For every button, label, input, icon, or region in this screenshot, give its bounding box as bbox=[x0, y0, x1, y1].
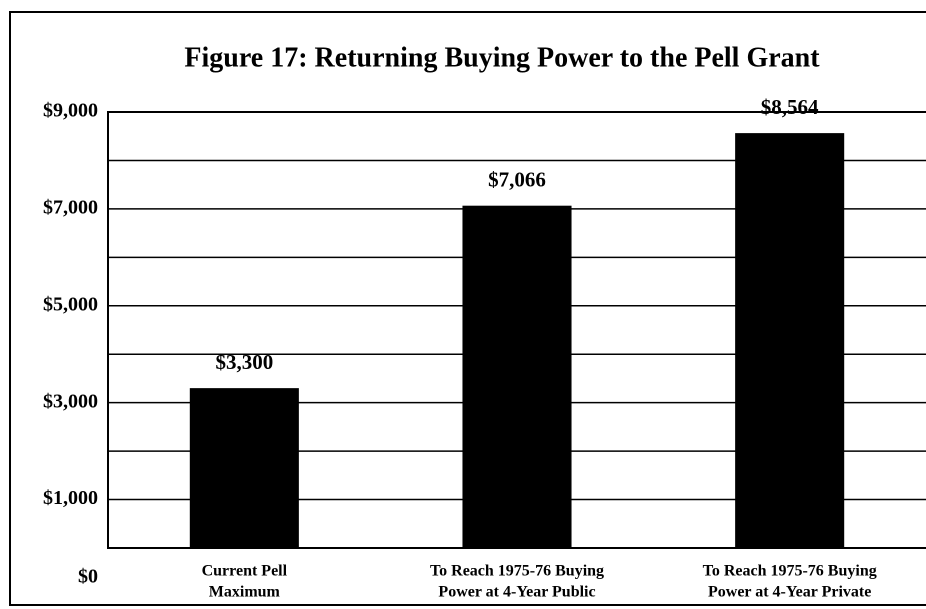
x-tick-label: Current Pell bbox=[202, 563, 288, 580]
x-tick-label: To Reach 1975-76 Buying bbox=[430, 563, 604, 580]
value-label: $8,564 bbox=[761, 95, 819, 119]
y-tick-label: $3,000 bbox=[43, 390, 98, 412]
chart-title: Figure 17: Returning Buying Power to the… bbox=[184, 42, 820, 73]
x-tick-label: Power at 4-Year Public bbox=[438, 584, 595, 601]
value-label: $7,066 bbox=[488, 168, 546, 192]
bar bbox=[189, 388, 299, 548]
x-tick-label: Power at 4-Year Private bbox=[708, 584, 871, 601]
y-tick-label: $9,000 bbox=[43, 100, 98, 122]
y-tick-label: $7,000 bbox=[43, 196, 98, 218]
x-tick-label: Maximum bbox=[209, 584, 281, 601]
value-label: $3,300 bbox=[215, 350, 273, 374]
frame bbox=[9, 11, 926, 606]
bar bbox=[462, 205, 572, 548]
y-tick-label: $1,000 bbox=[43, 487, 98, 509]
bar bbox=[735, 133, 845, 549]
y-tick-label: $5,000 bbox=[43, 293, 98, 315]
y-tick-label: $0 bbox=[78, 566, 98, 588]
x-tick-label: To Reach 1975-76 Buying bbox=[703, 563, 877, 580]
